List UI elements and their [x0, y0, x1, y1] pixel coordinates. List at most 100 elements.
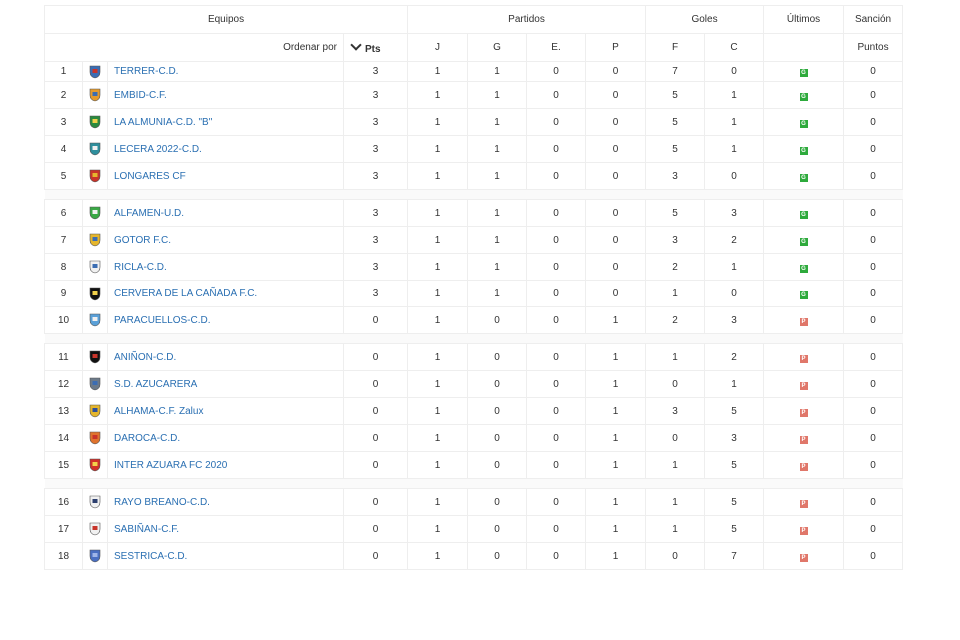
table-row[interactable]: 3 LA ALMUNIA-C.D. "B" 3 1 1 0 0 5 1 G 0 — [44, 108, 904, 136]
stat-p: 0 — [585, 81, 647, 109]
win-badge[interactable]: G — [799, 146, 808, 155]
team-name-link[interactable]: S.D. AZUCARERA — [107, 370, 344, 398]
table-row[interactable]: 6 ALFAMEN-U.D. 3 1 1 0 0 5 3 G 0 — [44, 199, 904, 227]
team-crest-icon — [89, 142, 101, 156]
last-result-cell: G — [763, 253, 845, 281]
table-row[interactable]: 4 LECERA 2022-C.D. 3 1 1 0 0 5 1 G 0 — [44, 135, 904, 163]
loss-badge[interactable]: P — [799, 435, 808, 444]
team-crest-cell — [82, 280, 108, 307]
loss-badge[interactable]: P — [799, 354, 808, 363]
stat-j: 1 — [407, 488, 469, 516]
stat-f: 2 — [645, 306, 706, 334]
last-result-cell: G — [763, 81, 845, 109]
position-cell: 14 — [44, 424, 83, 452]
table-row[interactable]: 16 RAYO BREANO-C.D. 0 1 0 0 1 1 5 P 0 — [44, 488, 904, 516]
win-badge[interactable]: G — [799, 92, 808, 101]
win-badge[interactable]: G — [799, 291, 808, 299]
loss-badge[interactable]: P — [799, 381, 808, 390]
stat-g: 0 — [467, 397, 528, 425]
team-name-link[interactable]: ALHAMA-C.F. Zalux — [107, 397, 344, 425]
stat-p: 0 — [585, 162, 647, 190]
table-row[interactable]: 15 INTER AZUARA FC 2020 0 1 0 0 1 1 5 P 0 — [44, 451, 904, 479]
team-name-link[interactable]: GOTOR F.C. — [107, 226, 344, 254]
stat-pts: 3 — [342, 61, 409, 82]
team-name-link[interactable]: EMBID-C.F. — [107, 81, 344, 109]
sort-pts-button[interactable]: Pts — [342, 33, 409, 62]
stat-pts: 3 — [342, 135, 409, 163]
team-crest-cell — [82, 135, 108, 163]
sancion-puntos-cell: 0 — [843, 424, 904, 452]
stat-pts: 3 — [342, 280, 409, 307]
table-row[interactable]: 11 ANIÑON-C.D. 0 1 0 0 1 1 2 P 0 — [44, 343, 904, 371]
table-row[interactable]: 7 GOTOR F.C. 3 1 1 0 0 3 2 G 0 — [44, 226, 904, 254]
table-row[interactable]: 14 DAROCA-C.D. 0 1 0 0 1 0 3 P 0 — [44, 424, 904, 452]
team-name-link[interactable]: LECERA 2022-C.D. — [107, 135, 344, 163]
col-g[interactable]: G — [467, 33, 528, 62]
team-name-link[interactable]: DAROCA-C.D. — [107, 424, 344, 452]
stat-pts: 0 — [342, 397, 409, 425]
stat-g: 0 — [467, 343, 528, 371]
table-row[interactable]: 12 S.D. AZUCARERA 0 1 0 0 1 0 1 P 0 — [44, 370, 904, 398]
loss-badge[interactable]: P — [799, 553, 808, 562]
win-badge[interactable]: G — [799, 264, 808, 273]
stat-e: 0 — [526, 135, 587, 163]
stat-f: 3 — [645, 226, 706, 254]
team-name-link[interactable]: TERRER-C.D. — [107, 61, 344, 82]
team-name-link[interactable]: PARACUELLOS-C.D. — [107, 306, 344, 334]
team-name-link[interactable]: SESTRICA-C.D. — [107, 542, 344, 570]
win-badge[interactable]: G — [799, 210, 808, 219]
stat-p: 1 — [585, 306, 647, 334]
team-name-link[interactable]: ALFAMEN-U.D. — [107, 199, 344, 227]
team-name-link[interactable]: RICLA-C.D. — [107, 253, 344, 281]
header-equipos: Equipos — [43, 5, 409, 34]
stat-pts: 0 — [342, 424, 409, 452]
loss-badge[interactable]: P — [799, 408, 808, 417]
stat-f: 1 — [645, 451, 706, 479]
pts-label: Pts — [365, 43, 381, 55]
table-row[interactable]: 18 SESTRICA-C.D. 0 1 0 0 1 0 7 P 0 — [44, 542, 904, 570]
team-name-link[interactable]: INTER AZUARA FC 2020 — [107, 451, 344, 479]
col-ultimos — [763, 33, 845, 62]
loss-badge[interactable]: P — [799, 526, 808, 535]
table-row[interactable]: 1 TERRER-C.D. 3 1 1 0 0 7 0 G 0 — [44, 61, 904, 82]
stat-c: 0 — [704, 280, 765, 307]
stat-pts: 3 — [342, 199, 409, 227]
stat-c: 5 — [704, 451, 765, 479]
col-p[interactable]: P — [585, 33, 647, 62]
position-cell: 1 — [44, 61, 83, 82]
stat-g: 1 — [467, 162, 528, 190]
table-row[interactable]: 17 SABIÑAN-C.F. 0 1 0 0 1 1 5 P 0 — [44, 515, 904, 543]
table-row[interactable]: 2 EMBID-C.F. 3 1 1 0 0 5 1 G 0 — [44, 81, 904, 109]
loss-badge[interactable]: P — [799, 499, 808, 508]
last-result-cell: G — [763, 135, 845, 163]
stat-p: 1 — [585, 343, 647, 371]
table-row[interactable]: 10 PARACUELLOS-C.D. 0 1 0 0 1 2 3 P 0 — [44, 306, 904, 334]
win-badge[interactable]: G — [799, 173, 808, 182]
last-result-cell: P — [763, 451, 845, 479]
win-badge[interactable]: G — [799, 119, 808, 128]
team-crest-cell — [82, 515, 108, 543]
table-row[interactable]: 8 RICLA-C.D. 3 1 1 0 0 2 1 G 0 — [44, 253, 904, 281]
col-e[interactable]: E. — [526, 33, 587, 62]
col-c[interactable]: C — [704, 33, 765, 62]
table-row[interactable]: 5 LONGARES CF 3 1 1 0 0 3 0 G 0 — [44, 162, 904, 190]
stat-f: 7 — [645, 61, 706, 82]
loss-badge[interactable]: P — [799, 317, 808, 326]
table-row[interactable]: 13 ALHAMA-C.F. Zalux 0 1 0 0 1 3 5 P 0 — [44, 397, 904, 425]
separator-cell — [44, 189, 903, 200]
col-j[interactable]: J — [407, 33, 469, 62]
stat-p: 0 — [585, 61, 647, 82]
win-badge[interactable]: G — [799, 69, 808, 77]
team-name-link[interactable]: LA ALMUNIA-C.D. "B" — [107, 108, 344, 136]
team-name-link[interactable]: CERVERA DE LA CAÑADA F.C. — [107, 280, 344, 307]
team-name-link[interactable]: LONGARES CF — [107, 162, 344, 190]
stat-f: 0 — [645, 370, 706, 398]
stat-g: 1 — [467, 280, 528, 307]
team-name-link[interactable]: ANIÑON-C.D. — [107, 343, 344, 371]
win-badge[interactable]: G — [799, 237, 808, 246]
team-name-link[interactable]: SABIÑAN-C.F. — [107, 515, 344, 543]
team-name-link[interactable]: RAYO BREANO-C.D. — [107, 488, 344, 516]
col-f[interactable]: F — [645, 33, 706, 62]
loss-badge[interactable]: P — [799, 462, 808, 471]
table-row[interactable]: 9 CERVERA DE LA CAÑADA F.C. 3 1 1 0 0 1 0 G 0 — [44, 280, 904, 307]
